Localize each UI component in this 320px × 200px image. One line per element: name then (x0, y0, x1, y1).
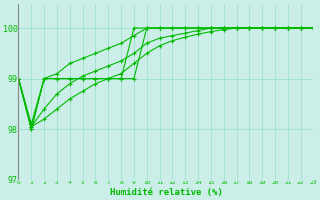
X-axis label: Humidité relative (%): Humidité relative (%) (109, 188, 222, 197)
